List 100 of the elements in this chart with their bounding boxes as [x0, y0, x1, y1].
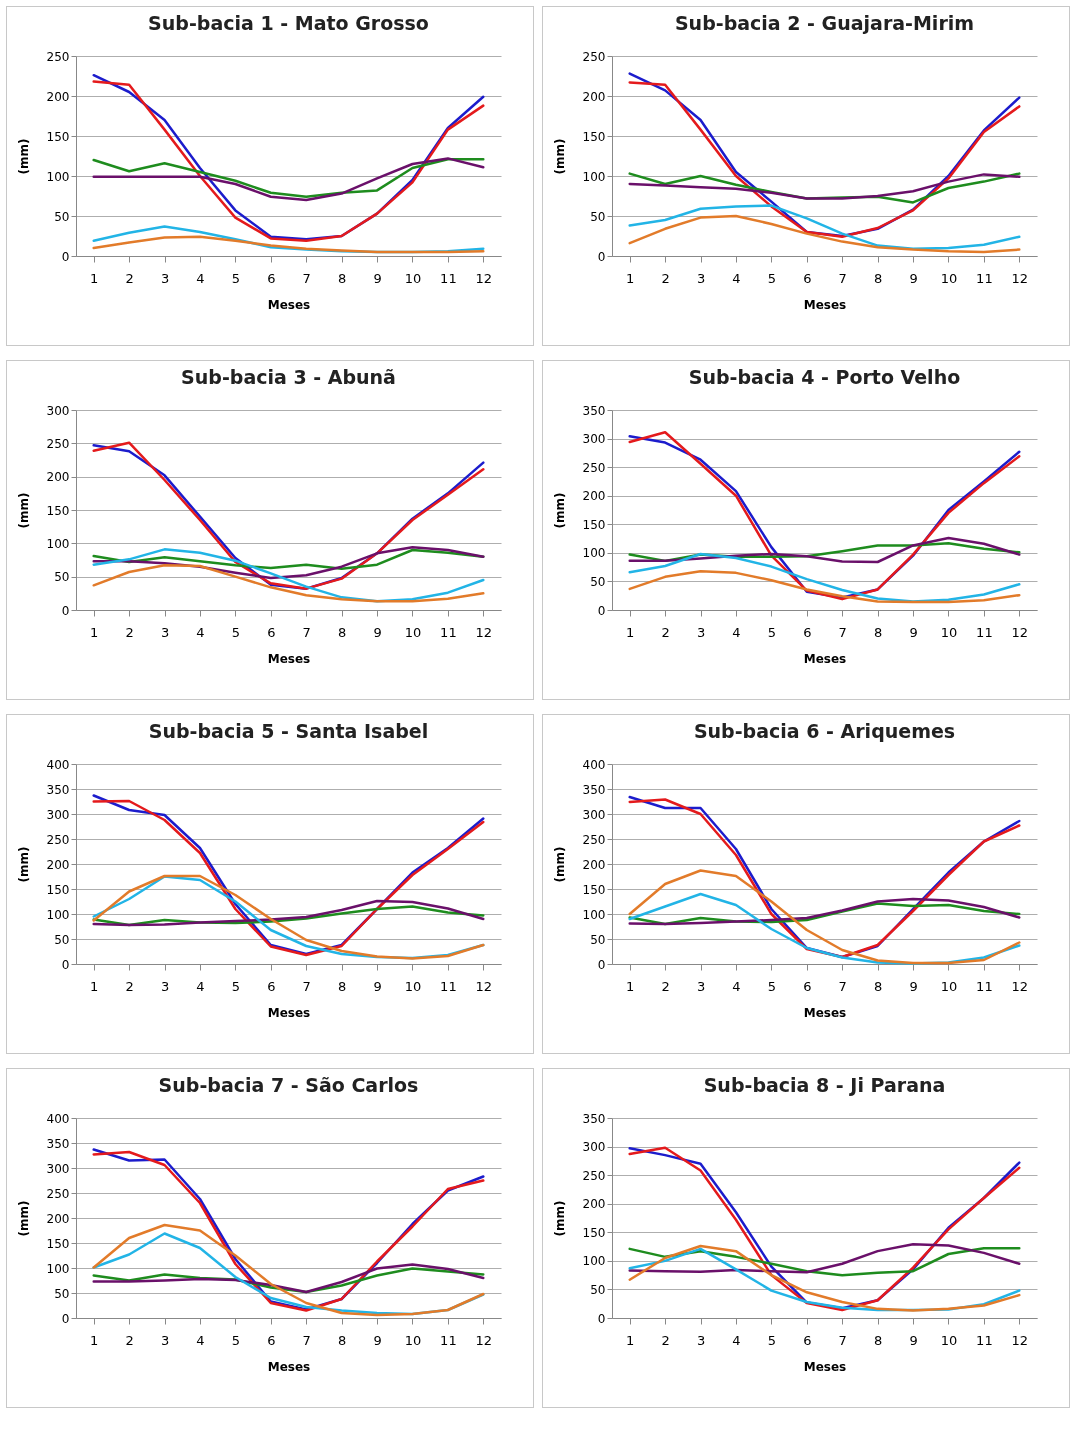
x-tick-label: 3 [696, 978, 706, 994]
y-tick-label: 350 [46, 1136, 70, 1151]
x-tick-label: 4 [196, 1332, 205, 1348]
y-tick-label: 150 [582, 1225, 606, 1240]
x-tick-label: 7 [302, 1332, 311, 1348]
y-tick-label: 350 [582, 782, 606, 797]
x-tick-label: 6 [803, 1332, 812, 1348]
y-tick-label: 200 [582, 1197, 606, 1212]
x-tick-label: 2 [661, 270, 670, 286]
x-tick-label: 11 [976, 270, 993, 286]
y-tick-label: 350 [582, 1111, 606, 1126]
y-tick-label: 250 [582, 832, 606, 847]
x-tick-label: 3 [696, 270, 706, 286]
x-tick-label: 5 [767, 624, 777, 640]
x-tick-label: 10 [940, 624, 958, 640]
y-tick-label: 100 [582, 907, 606, 922]
y-tick-label: 0 [61, 957, 70, 972]
y-tick-label: 150 [46, 503, 70, 518]
y-axis-title: (mm) [552, 846, 567, 883]
x-tick-label: 4 [732, 270, 741, 286]
x-tick-label: 10 [404, 978, 422, 994]
chart-title: Sub-bacia 6 - Ariquemes [693, 720, 956, 742]
y-tick-label: 50 [590, 1282, 606, 1297]
x-tick-label: 7 [838, 624, 847, 640]
y-tick-label: 0 [61, 603, 70, 618]
x-tick-label: 8 [873, 1332, 883, 1348]
x-tick-label: 1 [626, 624, 635, 640]
x-tick-label: 6 [267, 624, 276, 640]
x-axis-title: Meses [267, 651, 311, 666]
y-tick-label: 0 [597, 603, 606, 618]
x-tick-label: 2 [661, 624, 670, 640]
x-tick-label: 9 [373, 1332, 382, 1348]
y-tick-label: 150 [582, 882, 606, 897]
x-tick-label: 1 [90, 1332, 99, 1348]
y-tick-label: 0 [597, 957, 606, 972]
x-tick-label: 9 [909, 270, 918, 286]
x-tick-label: 12 [475, 270, 493, 286]
x-tick-label: 12 [1011, 1332, 1029, 1348]
x-tick-label: 11 [440, 270, 457, 286]
x-tick-label: 11 [440, 978, 457, 994]
x-tick-label: 11 [440, 624, 457, 640]
x-tick-label: 3 [160, 624, 170, 640]
chart-title: Sub-bacia 3 - Abunã [181, 366, 396, 388]
x-tick-label: 5 [231, 978, 241, 994]
y-tick-label: 400 [46, 757, 70, 772]
chart-title: Sub-bacia 7 - São Carlos [158, 1074, 419, 1096]
y-tick-label: 300 [46, 807, 70, 822]
x-axis-title: Meses [803, 651, 847, 666]
x-tick-label: 7 [302, 270, 311, 286]
y-tick-label: 300 [582, 1140, 606, 1155]
x-tick-label: 12 [475, 978, 493, 994]
x-tick-label: 10 [940, 978, 958, 994]
x-tick-label: 8 [873, 978, 883, 994]
x-tick-label: 10 [940, 1332, 958, 1348]
y-tick-label: 250 [46, 49, 70, 64]
y-axis-title: (mm) [16, 1200, 31, 1237]
x-tick-label: 5 [767, 978, 777, 994]
x-tick-label: 8 [337, 978, 347, 994]
y-tick-label: 200 [46, 470, 70, 485]
x-tick-label: 5 [231, 624, 241, 640]
x-tick-label: 2 [125, 978, 134, 994]
x-tick-label: 3 [696, 1332, 706, 1348]
x-tick-label: 8 [337, 270, 347, 286]
x-tick-label: 2 [125, 624, 134, 640]
y-tick-label: 350 [582, 403, 606, 418]
y-tick-label: 350 [46, 782, 70, 797]
y-tick-label: 0 [61, 249, 70, 264]
y-tick-label: 0 [61, 1311, 70, 1326]
y-tick-label: 300 [46, 403, 70, 418]
y-tick-label: 100 [582, 546, 606, 561]
x-tick-label: 10 [404, 1332, 422, 1348]
y-axis-title: (mm) [16, 492, 31, 529]
y-tick-label: 100 [46, 169, 70, 184]
x-tick-label: 9 [373, 270, 382, 286]
y-tick-label: 250 [46, 1186, 70, 1201]
x-tick-label: 5 [767, 1332, 777, 1348]
x-axis-title: Meses [803, 297, 847, 312]
y-tick-label: 250 [582, 49, 606, 64]
chart-title: Sub-bacia 4 - Porto Velho [688, 366, 961, 388]
y-axis-title: (mm) [552, 138, 567, 175]
x-tick-label: 10 [940, 270, 958, 286]
x-tick-label: 7 [302, 978, 311, 994]
x-axis-title: Meses [803, 1359, 847, 1374]
y-tick-label: 150 [46, 1236, 70, 1251]
y-tick-label: 300 [582, 432, 606, 447]
x-tick-label: 1 [90, 270, 99, 286]
x-tick-label: 8 [337, 1332, 347, 1348]
y-tick-label: 200 [46, 89, 70, 104]
x-tick-label: 7 [838, 978, 847, 994]
x-tick-label: 2 [661, 978, 670, 994]
y-tick-label: 250 [582, 1168, 606, 1183]
y-tick-label: 250 [46, 832, 70, 847]
y-tick-label: 100 [582, 169, 606, 184]
y-tick-label: 200 [582, 489, 606, 504]
x-tick-label: 9 [909, 1332, 918, 1348]
x-tick-label: 3 [160, 270, 170, 286]
y-tick-label: 200 [582, 89, 606, 104]
x-tick-label: 1 [90, 978, 99, 994]
x-tick-label: 12 [1011, 270, 1029, 286]
x-tick-label: 6 [803, 624, 812, 640]
